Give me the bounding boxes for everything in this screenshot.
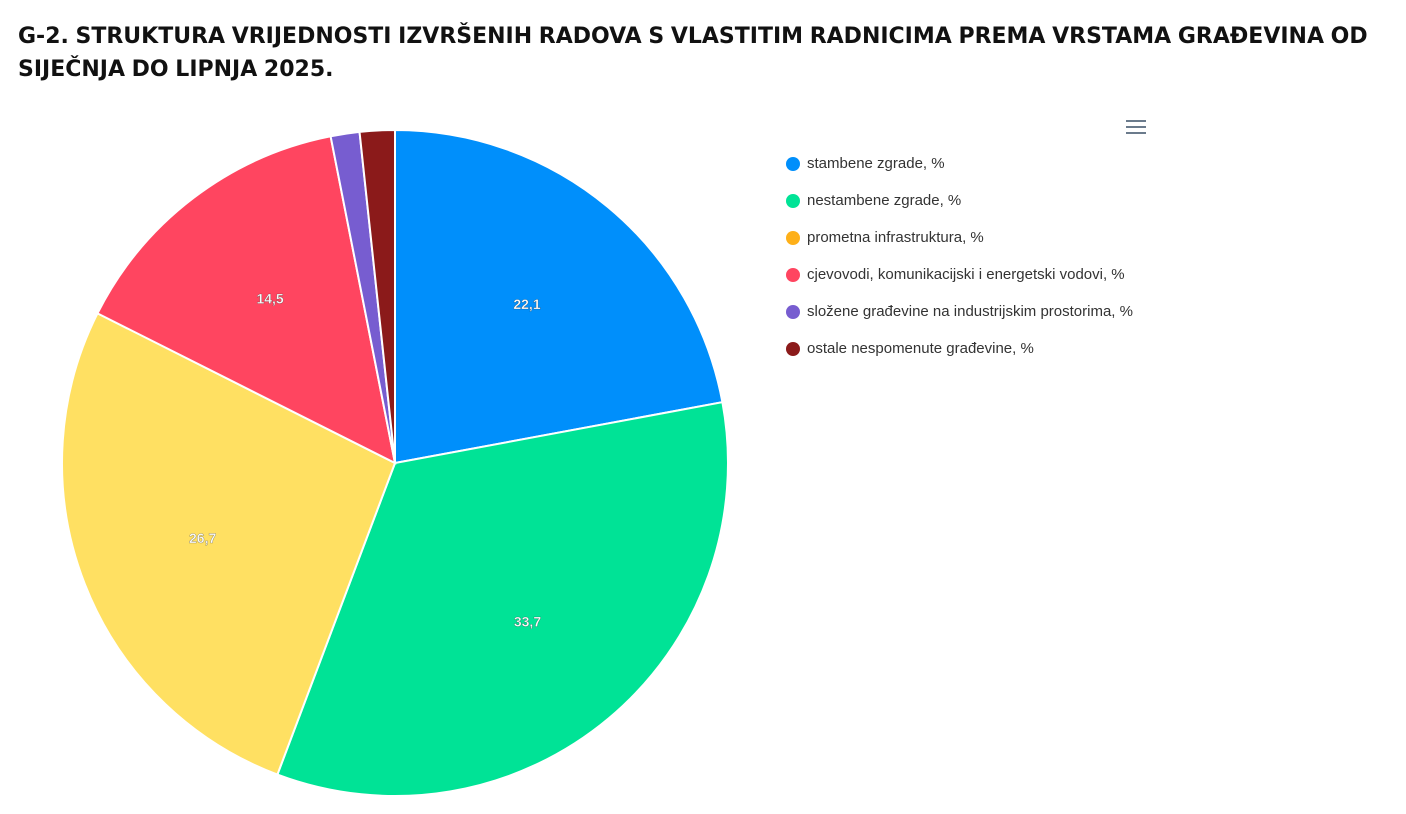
pie-data-label-3: 14,5 (256, 291, 283, 307)
legend-marker-4 (786, 305, 800, 319)
chart-title: G-2. STRUKTURA VRIJEDNOSTI IZVRŠENIH RAD… (18, 24, 1368, 82)
legend-label-4: složene građevine na industrijskim prost… (807, 303, 1133, 320)
legend-label-2: prometna infrastruktura, % (807, 229, 984, 246)
legend-label-0: stambene zgrade, % (807, 155, 945, 172)
legend-item-4[interactable]: složene građevine na industrijskim prost… (786, 302, 1133, 339)
pie-slice-3[interactable] (96, 135, 397, 465)
legend-item-2[interactable]: prometna infrastruktura, % (786, 228, 1133, 265)
legend-marker-5 (786, 342, 800, 356)
chart-legend: stambene zgrade, % nestambene zgrade, % pr… (786, 154, 1133, 376)
hamburger-menu-icon[interactable] (1124, 120, 1148, 138)
legend-marker-0 (786, 157, 800, 171)
legend-item-0[interactable]: stambene zgrade, % (786, 154, 1133, 191)
pie-slice-2[interactable] (61, 312, 397, 776)
legend-marker-3 (786, 268, 800, 282)
legend-marker-2 (786, 231, 800, 245)
legend-marker-1 (786, 194, 800, 208)
legend-item-1[interactable]: nestambene zgrade, % (786, 191, 1133, 228)
pie-slice-1[interactable] (276, 401, 729, 797)
pie-data-label-1: 33,7 (514, 613, 541, 629)
legend-item-5[interactable]: ostale nespomenute građevine, % (786, 339, 1133, 376)
pie-data-label-0: 22,1 (513, 296, 540, 312)
pie-slice-0[interactable] (394, 128, 724, 465)
pie-slice-5[interactable] (358, 128, 396, 464)
legend-label-5: ostale nespomenute građevine, % (807, 340, 1034, 357)
legend-label-3: cjevovodi, komunikacijski i energetski v… (807, 266, 1125, 283)
legend-item-3[interactable]: cjevovodi, komunikacijski i energetski v… (786, 265, 1133, 302)
legend-label-1: nestambene zgrade, % (807, 192, 962, 209)
pie-data-label-2: 26,7 (189, 530, 216, 546)
